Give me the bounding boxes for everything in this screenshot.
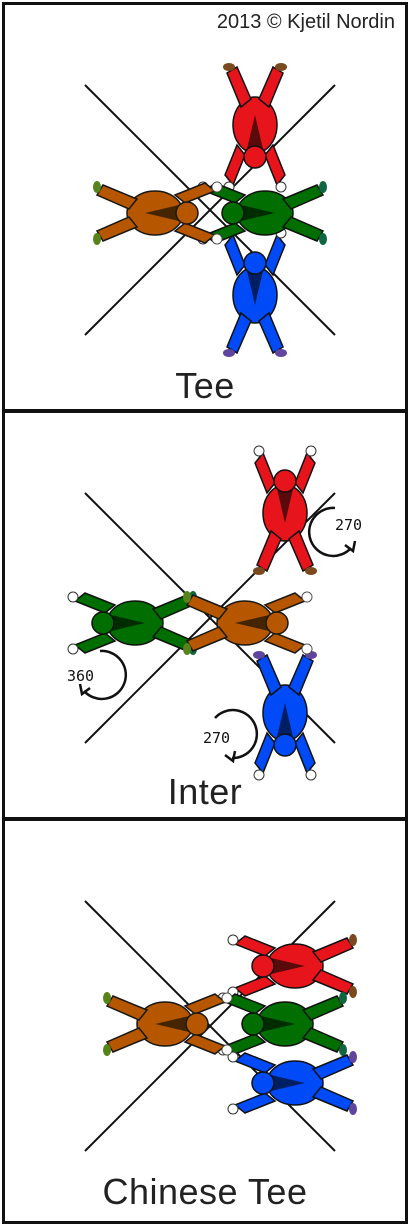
panel-chinese-tee: Chinese Tee xyxy=(2,818,408,1224)
blue-flyer xyxy=(252,650,318,781)
green-flyer xyxy=(217,991,348,1057)
formation-label-chinese-tee: Chinese Tee xyxy=(102,1171,308,1212)
tee-diagram xyxy=(84,62,336,358)
copyright-credit: 2013 © Kjetil Nordin xyxy=(216,11,395,33)
rotation-label-blue: 270 xyxy=(203,729,230,747)
rotation-label-red: 270 xyxy=(335,516,362,534)
panel-inter: 270 360 270 Inter xyxy=(2,410,408,820)
green-flyer xyxy=(67,590,198,656)
rotation-label-green: 360 xyxy=(67,667,94,685)
red-flyer xyxy=(252,445,318,576)
chinese-tee-diagram xyxy=(84,900,358,1152)
inter-diagram: 270 360 270 xyxy=(67,445,362,781)
yellow-flyer xyxy=(182,590,313,656)
yellow-flyer xyxy=(92,180,223,246)
red-flyer xyxy=(222,62,288,193)
blue-flyer xyxy=(222,227,288,358)
red-flyer xyxy=(227,933,358,999)
formation-label-inter: Inter xyxy=(167,771,243,812)
panel-tee: 2013 © Kjetil Nordin Tee xyxy=(2,2,408,412)
blue-flyer xyxy=(227,1050,358,1116)
formation-label-tee: Tee xyxy=(175,365,235,406)
